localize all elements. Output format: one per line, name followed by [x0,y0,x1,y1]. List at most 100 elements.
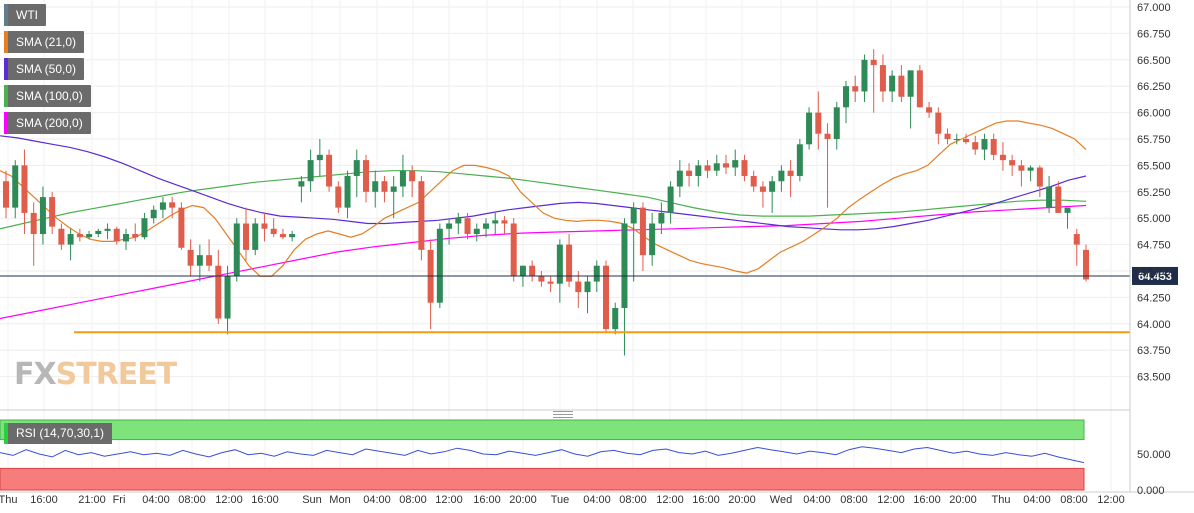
candle-body [344,175,351,208]
candle-body [769,181,776,192]
x-tick-label: 08:00 [399,494,427,506]
candle-body [889,75,896,92]
candle-body [473,228,480,235]
candle-body [713,163,720,171]
legend-swatch [4,58,8,80]
y-tick-label: 66.000 [1137,108,1171,120]
y-tick-label: 64.000 [1137,319,1171,331]
candle-body [584,281,591,293]
y-tick-label: 63.500 [1137,372,1171,384]
x-tick-label: Fri [113,494,126,506]
rsi-overbought-band [0,419,1085,441]
legend-item[interactable]: SMA (50,0) [4,58,85,80]
candle-body [843,86,849,108]
candle-body [196,255,203,266]
candle-body [621,223,628,308]
candle-body [326,154,333,187]
x-tick-label: Mon [329,494,350,506]
x-tick-label: 08:00 [1060,494,1088,506]
candle-body [12,165,19,208]
candle-body [123,234,129,242]
candle-body [233,223,240,277]
candle-body [206,255,213,266]
candle-body [113,228,120,242]
rsi-swatch [4,423,8,444]
candle-body [556,244,563,284]
rsi-series [0,446,1085,464]
candle-body [593,265,600,282]
legend-label: WTI [16,8,38,22]
candle-body [879,65,886,92]
candles [3,49,1089,356]
candle-body [704,165,711,171]
legend-item[interactable]: SMA (100,0) [4,85,91,107]
candle-body [963,139,969,143]
candle-body [381,181,388,192]
candle-body [787,170,794,176]
candle-body [778,170,785,182]
x-tick-label: 12:00 [1097,494,1125,506]
y-tick-label: 65.000 [1137,213,1171,225]
rsi-label-text: RSI (14,70,30,1) [16,426,105,440]
candle-body [215,265,222,319]
candle-body [1009,160,1016,166]
candle-body [58,228,65,245]
x-tick-label: 08:00 [178,494,206,506]
y-tick-label: 64.750 [1137,240,1171,252]
x-tick-label: 04:00 [142,494,170,506]
candle-body [510,223,517,277]
candle-body [953,139,960,140]
overlays: 64.453 [0,266,1178,334]
rsi-bands [0,419,1085,491]
candle-body [1027,167,1034,171]
candle-body [639,207,646,256]
x-tick-label: 04:00 [1023,494,1051,506]
sma-50-line [0,135,1087,231]
candle-body [243,223,249,250]
pane-splitter[interactable] [553,411,573,418]
candle-body [759,186,766,192]
candle-body [649,223,656,256]
candle-body [224,276,231,319]
candle-body [3,181,9,208]
candle-body [30,212,37,235]
rsi-label[interactable]: RSI (14,70,30,1) [4,423,113,444]
x-tick-label: 16:00 [251,494,279,506]
x-tick-label: 21:00 [78,494,106,506]
main-plot-background [0,0,1130,410]
legend-item[interactable]: WTI [4,4,46,26]
candle-body [750,175,757,187]
candle-body [21,165,28,213]
candle-body [150,209,157,219]
x-tick-label: 12:00 [656,494,684,506]
candle-body [390,186,397,192]
candle-body [307,160,314,182]
x-tick-label: Sun [302,494,322,506]
candle-body [916,70,923,108]
candle-body [1046,186,1053,208]
legend-item[interactable]: SMA (21,0) [4,31,85,53]
candle-body [141,218,148,238]
y-tick-label: 63.750 [1137,345,1171,357]
candle-body [529,265,536,277]
candle-body [132,234,139,238]
candle-body [612,307,619,330]
legend-label: SMA (100,0) [16,89,83,103]
legend-item[interactable]: SMA (200,0) [4,112,91,134]
candle-body [501,220,508,224]
candle-body [95,230,102,235]
candle-body [418,181,425,250]
candle-body [446,223,453,229]
candle-body [492,220,499,224]
candle-body [852,86,859,92]
y-tick-label: 65.750 [1137,134,1171,146]
x-tick-label: Tue [551,494,570,506]
candle-body [907,70,914,97]
candle-body [1055,186,1062,213]
y-tick-label: 66.500 [1137,55,1171,67]
legend-label: SMA (200,0) [16,116,83,130]
candle-body [252,223,259,250]
candle-body [1036,167,1043,187]
